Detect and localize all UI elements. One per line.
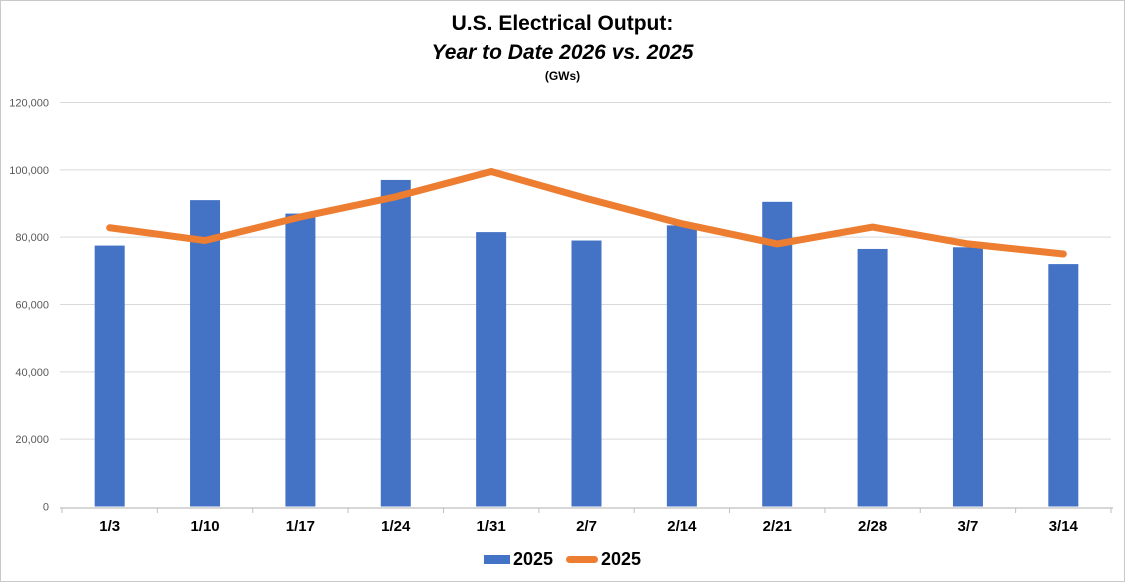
- x-axis-tick-label: 3/7: [958, 518, 979, 535]
- y-axis-tick-label: 0: [43, 502, 49, 514]
- legend-item-line-series: 2025: [566, 549, 641, 569]
- y-axis-tick-label: 80,000: [15, 232, 49, 244]
- bar-1/24: [380, 179, 411, 507]
- chart-subtitle: Year to Date 2026 vs. 2025: [431, 41, 694, 64]
- x-axis-tick-label: 2/21: [763, 518, 792, 535]
- bar-2/14: [666, 225, 697, 507]
- bar-1/3: [94, 245, 125, 507]
- x-axis-tick-label: 1/17: [286, 518, 315, 535]
- legend-label-bar-series: 2025: [512, 549, 553, 569]
- x-axis-tick-label: 1/24: [381, 518, 411, 535]
- x-axis-tick-label: 1/10: [190, 518, 219, 535]
- x-axis-tick-label: 3/14: [1049, 518, 1079, 535]
- y-axis-tick-label: 20,000: [15, 434, 49, 446]
- chart-units-label: (GWs): [544, 69, 581, 83]
- chart-title: U.S. Electrical Output:: [451, 12, 674, 35]
- bar-3/7: [952, 247, 983, 507]
- bar-series-swatch: [483, 554, 510, 564]
- bar-2/28: [857, 248, 888, 507]
- line-series-swatch: [566, 555, 598, 563]
- x-axis-tick-label: 1/3: [99, 518, 120, 535]
- bar-2/7: [571, 240, 602, 507]
- x-axis-tick-label: 2/14: [667, 518, 697, 535]
- bar-2/21: [762, 201, 793, 507]
- legend-label-line-series: 2025: [601, 549, 642, 569]
- bar-1/31: [476, 232, 507, 507]
- line-series: [106, 168, 1067, 258]
- y-axis-tick-label: 60,000: [15, 300, 49, 312]
- bar-1/10: [190, 200, 221, 507]
- bar-1/17: [285, 213, 316, 507]
- x-axis-tick-label: 2/28: [858, 518, 887, 535]
- x-axis-tick-label: 2/7: [576, 518, 597, 535]
- x-axis-tick-label: 1/31: [477, 518, 506, 535]
- y-axis-tick-label: 40,000: [15, 367, 49, 379]
- chart-title-block: U.S. Electrical Output: Year to Date 202…: [1, 10, 1124, 84]
- bar-3/14: [1048, 264, 1079, 507]
- y-axis-tick-label: 100,000: [9, 165, 49, 177]
- legend-item-bar-series: 2025: [483, 549, 553, 569]
- legend: 2025 2025: [1, 549, 1124, 569]
- y-axis-tick-label: 120,000: [9, 98, 49, 110]
